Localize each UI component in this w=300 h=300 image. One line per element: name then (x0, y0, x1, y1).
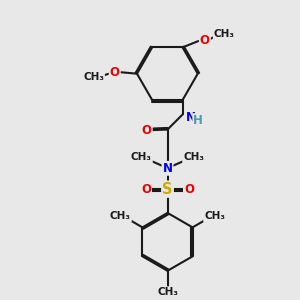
Text: CH₃: CH₃ (204, 212, 225, 221)
Text: CH₃: CH₃ (110, 212, 131, 221)
Text: CH₃: CH₃ (157, 287, 178, 297)
Text: N: N (186, 112, 196, 124)
Text: CH₃: CH₃ (131, 152, 152, 162)
Text: S: S (162, 182, 173, 197)
Text: CH₃: CH₃ (183, 152, 204, 162)
Text: O: O (110, 66, 120, 79)
Text: O: O (141, 183, 151, 196)
Text: O: O (184, 183, 194, 196)
Text: O: O (200, 34, 210, 46)
Text: CH₃: CH₃ (214, 29, 235, 39)
Text: CH₃: CH₃ (83, 72, 104, 82)
Text: O: O (142, 124, 152, 136)
Text: N: N (163, 162, 172, 175)
Text: H: H (193, 114, 203, 127)
